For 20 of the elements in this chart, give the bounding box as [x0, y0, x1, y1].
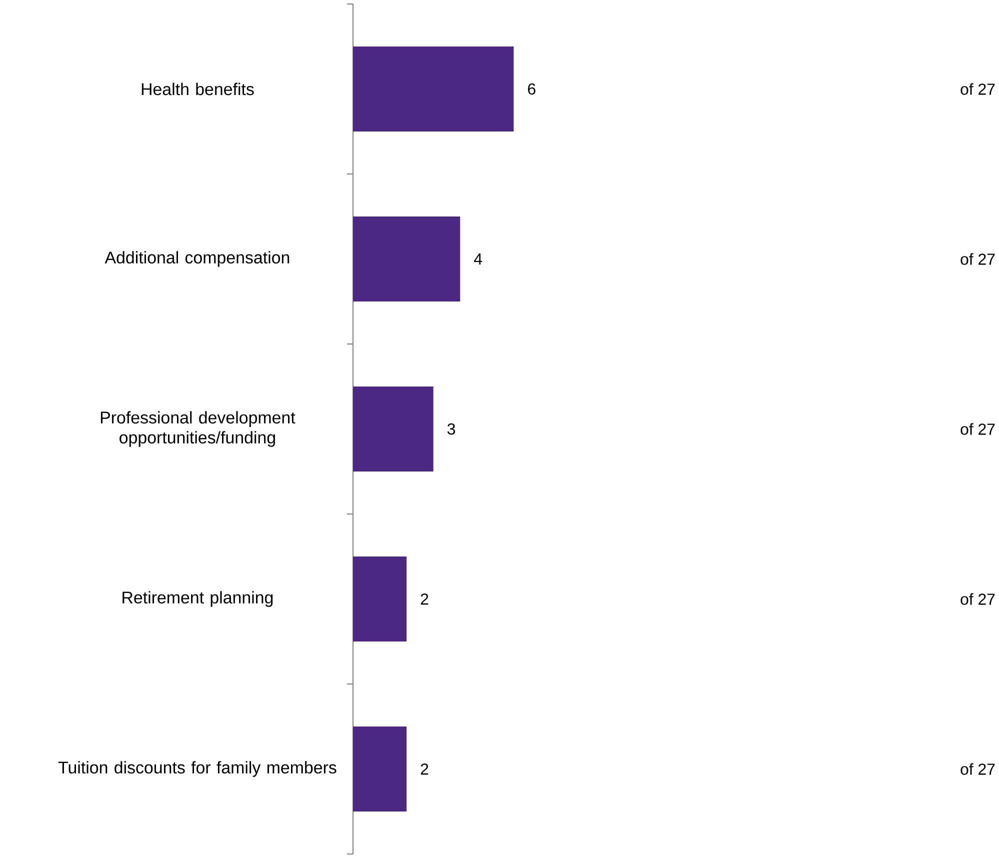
text: of 27 [960, 763, 995, 775]
y-tick-label: Health benefits [142, 82, 254, 96]
text: of 27 [960, 83, 995, 95]
y-tick-label: Retirement planning [122, 591, 273, 607]
data-label: 2 [420, 593, 428, 605]
bar [353, 556, 407, 642]
data-label: 6 [528, 83, 536, 95]
data-label: 3 [447, 423, 456, 435]
y-tick-label: Additional compensation [104, 251, 290, 267]
data-label: 4 [474, 254, 482, 264]
data-label: 2 [420, 763, 428, 775]
y-tick-label: Professional development opportunities/funding [100, 411, 296, 447]
bar [353, 216, 460, 302]
bar [353, 46, 514, 132]
text: of 27 [960, 423, 995, 435]
bar [353, 726, 407, 812]
y-tick-label: Tuition discounts for family members [58, 761, 336, 777]
bar [353, 386, 434, 472]
text: of 27 [960, 253, 995, 265]
text: of 27 [960, 593, 995, 605]
